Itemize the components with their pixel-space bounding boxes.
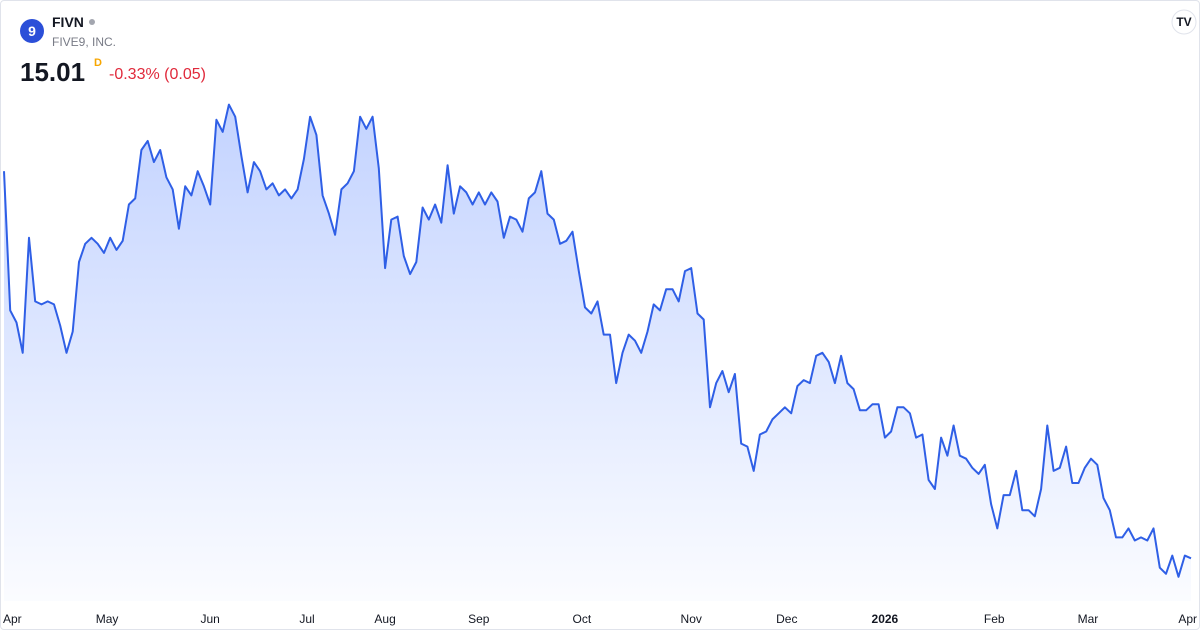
- symbol[interactable]: FIVN: [52, 14, 84, 30]
- tv-logo[interactable]: TV: [1171, 9, 1197, 35]
- svg-text:TV: TV: [1176, 15, 1191, 29]
- x-tick-label: Mar: [1078, 612, 1099, 626]
- price: 15.01: [20, 57, 86, 87]
- x-tick-label: Apr: [1178, 612, 1197, 626]
- x-tick-label: 2026: [872, 612, 899, 626]
- x-tick-label: Jun: [200, 612, 219, 626]
- svg-text:9: 9: [28, 23, 36, 39]
- x-tick-label: Feb: [984, 612, 1005, 626]
- x-tick-label: Oct: [573, 612, 592, 626]
- x-tick-label: Apr: [3, 612, 22, 626]
- x-tick-label: Dec: [776, 612, 797, 626]
- logo: 9: [20, 19, 44, 43]
- x-tick-label: Nov: [681, 612, 702, 626]
- company: FIVE9, INC.: [52, 35, 117, 49]
- x-tick-label: May: [96, 612, 119, 626]
- x-tick-label: Aug: [374, 612, 395, 626]
- x-tick-label: Jul: [299, 612, 314, 626]
- interval: D: [94, 57, 102, 69]
- price-line: [3, 103, 1192, 578]
- x-tick-label: Sep: [468, 612, 490, 626]
- change: -0.33% (0.05): [109, 66, 206, 83]
- area-fill: [4, 104, 1191, 601]
- status-dot: [89, 19, 95, 25]
